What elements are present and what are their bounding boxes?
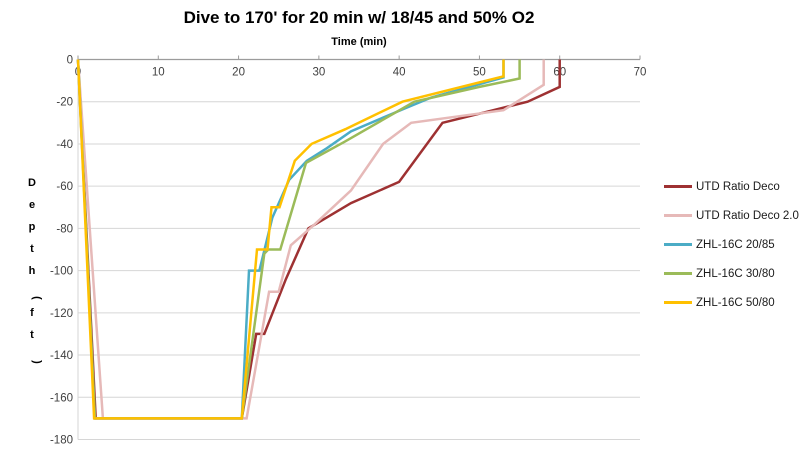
depth-axis-label-char: t [30,329,34,341]
legend-item: ZHL-16C 20/85 [664,230,800,259]
legend-label: UTD Ratio Deco 2.0 [696,209,799,222]
series-line-utd-ratio-deco-2-0 [76,59,545,420]
depth-axis-label-char: h [28,265,36,277]
legend-item: ZHL-16C 30/80 [664,259,800,288]
x-tick-label: 50 [473,67,486,79]
legend-item: UTD Ratio Deco [664,172,800,201]
series-line-zhl-16c-20-85 [76,59,505,420]
x-tick-label: 70 [634,67,647,79]
y-tick-label: -80 [56,223,73,235]
x-tick-label: 40 [393,67,406,79]
legend-swatch [664,214,692,217]
y-tick-label: -100 [50,266,73,278]
y-tick-label: -160 [50,392,73,404]
depth-axis-label-char: f [30,307,34,319]
y-tick-label: -180 [50,435,73,447]
x-tick-label: 30 [312,67,325,79]
depth-axis-label-char: D [28,177,36,189]
y-tick-label: -60 [56,181,73,193]
chart-title: Dive to 170' for 20 min w/ 18/45 and 50%… [183,8,535,27]
legend-item: ZHL-16C 50/80 [664,288,800,317]
depth-axis-label-char: p [28,221,36,233]
legend-label: ZHL-16C 30/80 [696,267,775,280]
series-line-zhl-16c-50-80 [76,59,505,420]
y-tick-label: -120 [50,308,73,320]
legend-label: ZHL-16C 20/85 [696,238,775,251]
x-tick-label: 10 [152,67,165,79]
legend: UTD Ratio Deco UTD Ratio Deco 2.0 ZHL-16C … [664,172,800,317]
legend-swatch [664,272,692,275]
legend-label: UTD Ratio Deco [696,180,780,193]
legend-swatch [664,185,692,188]
depth-axis-label-char: t [30,243,34,255]
time-axis-label: Time (min) [331,36,387,48]
legend-swatch [664,243,692,246]
y-tick-label: -40 [56,139,73,151]
y-tick-label: 0 [67,55,73,67]
legend-label: ZHL-16C 50/80 [696,296,775,309]
y-tick-label: -20 [56,97,73,109]
y-tick-label: -140 [50,350,73,362]
x-tick-label: 20 [232,67,245,79]
legend-swatch [664,301,692,304]
legend-item: UTD Ratio Deco 2.0 [664,201,800,230]
depth-axis-label-char: e [28,199,36,211]
